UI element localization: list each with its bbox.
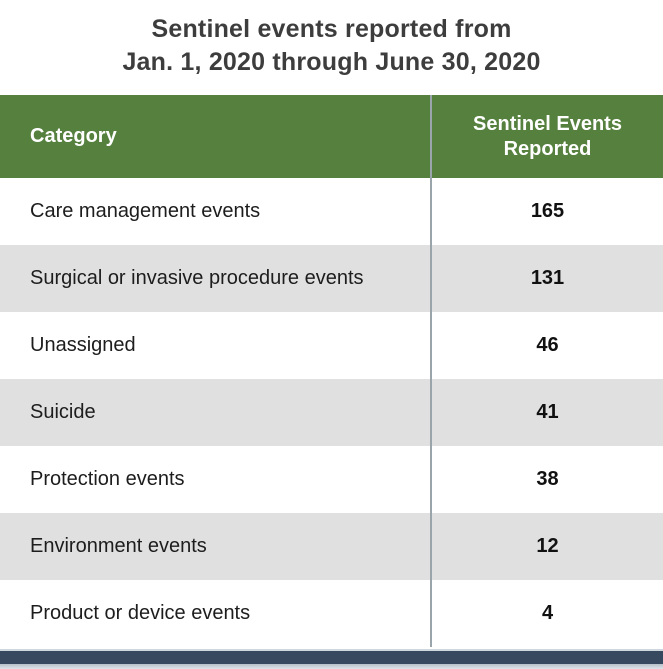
bottom-accent-bar [0,647,663,669]
category-cell: Protection events [30,468,185,490]
category-cell: Unassigned [30,334,136,356]
category-cell: Care management events [30,200,261,222]
page-title-line-1: Sentinel events reported from [151,15,512,43]
column-header-sentinel-events-reported: Sentinel Events Reported [430,95,663,178]
count-cell: 41 [430,379,663,446]
category-cell: Suicide [30,401,96,423]
table-row: Care management events 165 [0,178,663,245]
category-cell: Environment events [30,535,207,557]
table-body: Care management events 165 Surgical or inv… [0,178,663,647]
category-cell: Product or device events [30,602,251,624]
count-cell: 4 [430,580,663,647]
count-cell: 131 [430,245,663,312]
table-row: Surgical or invasive procedure events 131 [0,245,663,312]
count-cell: 38 [430,446,663,513]
table-row: Unassigned 46 [0,312,663,379]
count-cell: 46 [430,312,663,379]
count-cell: 12 [430,513,663,580]
category-cell: Surgical or invasive procedure events [30,267,364,289]
table-row: Product or device events 4 [0,580,663,647]
table-row: Environment events 12 [0,513,663,580]
table-row: Protection events 38 [0,446,663,513]
sentinel-events-table: Category Sentinel Events Reported Care m… [0,95,663,647]
column-header-category: Category [30,125,117,147]
page-title: Sentinel events reported from Jan. 1, 20… [0,0,663,95]
table-row: Suicide 41 [0,379,663,446]
count-cell: 165 [430,178,663,245]
page-title-line-2: Jan. 1, 2020 through June 30, 2020 [122,48,541,76]
table-header-row: Category Sentinel Events Reported [0,95,663,178]
